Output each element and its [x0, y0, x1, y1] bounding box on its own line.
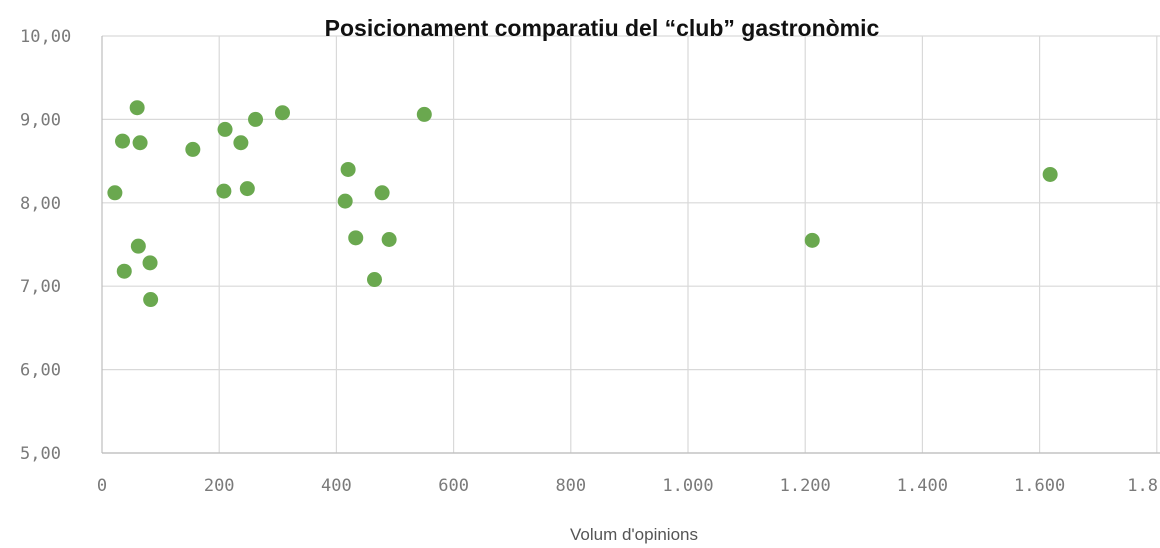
data-point: [217, 121, 233, 137]
data-point: [142, 255, 158, 271]
data-points: [107, 100, 1058, 308]
y-tick-label: 10,00: [20, 27, 71, 47]
data-point: [274, 105, 290, 121]
tick-labels: 5,00 6,00 7,00 8,00 9,00 10,00 0 200 400 600 800 1.…: [20, 27, 1158, 496]
data-point: [129, 100, 145, 116]
data-point: [248, 111, 264, 127]
grid-lines: [102, 35, 1160, 454]
axes: [101, 36, 1160, 454]
y-tick-label: 5,00: [20, 444, 61, 464]
x-tick-label: 1.600: [1014, 476, 1065, 496]
x-tick-label: 0: [97, 476, 107, 496]
x-tick-label: 600: [438, 476, 469, 496]
x-axis-label: Volum d'opinions: [570, 525, 698, 544]
x-tick-label: 1.200: [780, 476, 831, 496]
data-point: [340, 161, 356, 177]
data-point: [416, 106, 432, 122]
chart-title: Posicionament comparatiu del “club” gast…: [325, 15, 880, 41]
data-point: [337, 193, 353, 209]
data-point: [374, 185, 390, 201]
data-point: [233, 135, 249, 151]
y-tick-label: 7,00: [20, 277, 61, 297]
x-tick-label: 1.400: [897, 476, 948, 496]
data-point: [132, 135, 148, 151]
data-point: [1042, 166, 1058, 182]
data-point: [116, 263, 132, 279]
x-tick-label: 200: [204, 476, 235, 496]
x-tick-label: 800: [555, 476, 586, 496]
data-point: [381, 231, 397, 247]
x-tick-label: 1.8: [1127, 476, 1158, 496]
data-point: [804, 232, 820, 248]
data-point: [348, 230, 364, 246]
y-tick-label: 8,00: [20, 194, 61, 214]
y-tick-label: 6,00: [20, 361, 61, 381]
data-point: [130, 238, 146, 254]
data-point: [185, 141, 201, 157]
data-point: [143, 292, 159, 308]
data-point: [239, 181, 255, 197]
data-point: [115, 133, 131, 149]
data-point: [216, 183, 232, 199]
data-point: [366, 272, 382, 288]
x-tick-label: 400: [321, 476, 352, 496]
x-tick-label: 1.000: [662, 476, 713, 496]
data-point: [107, 185, 123, 201]
y-tick-label: 9,00: [20, 110, 61, 130]
